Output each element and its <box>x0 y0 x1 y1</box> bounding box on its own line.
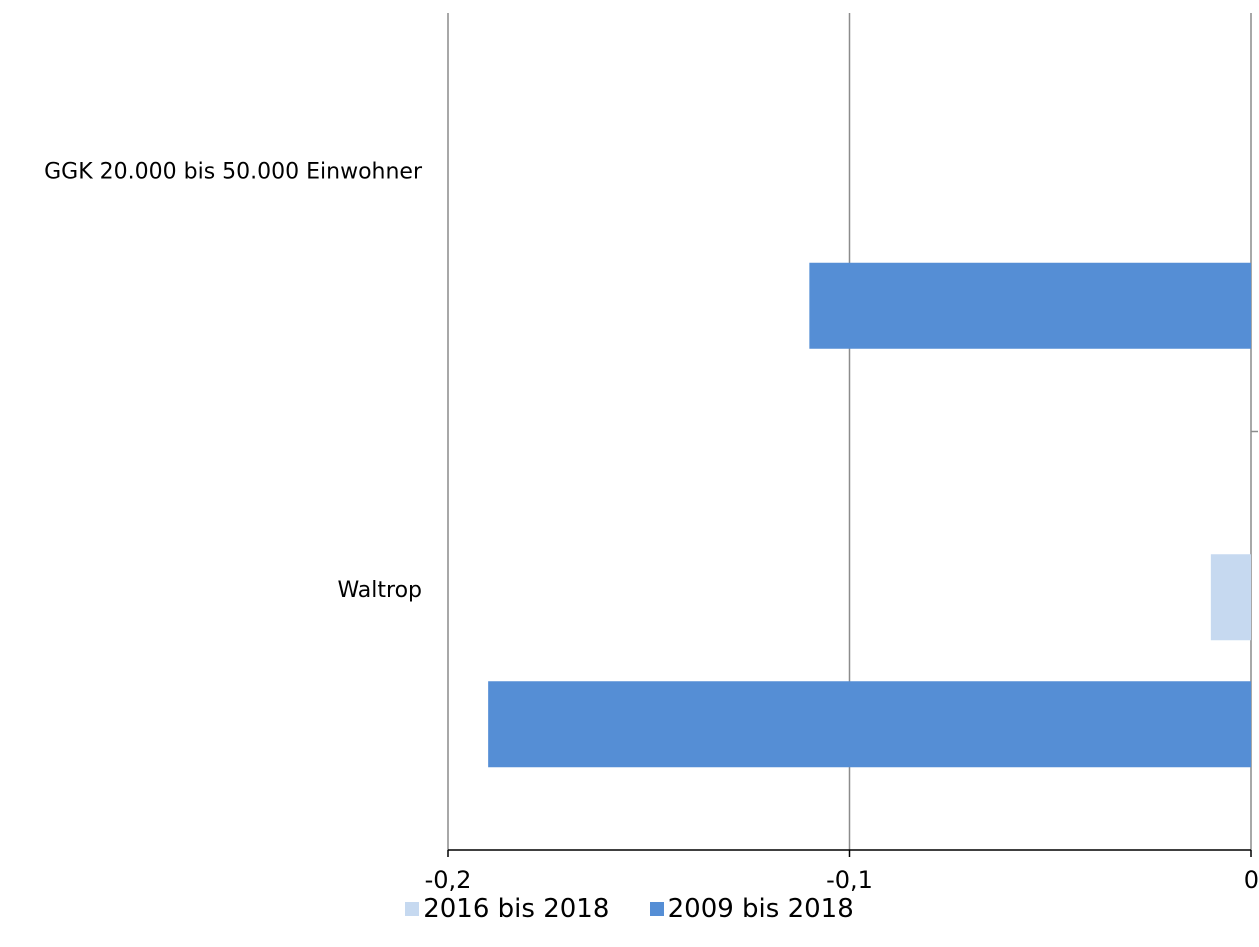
x-tick-label: 0 <box>1244 866 1259 894</box>
legend-label: 2016 bis 2018 <box>423 894 610 924</box>
category-label: GGK 20.000 bis 50.000 Einwohner <box>44 159 423 184</box>
legend-item-0: 2016 bis 2018 <box>405 894 609 924</box>
bar-series-2009-2018 <box>809 262 1251 349</box>
bar-series-2016-2018 <box>1210 554 1251 641</box>
legend-swatch-icon <box>405 902 420 916</box>
bar-series-2009-2018 <box>488 681 1251 768</box>
legend: 2016 bis 2018 2009 bis 2018 <box>0 893 1259 924</box>
x-tick-label: -0,2 <box>425 866 472 894</box>
category-label: Waltrop <box>337 578 422 603</box>
legend-swatch-icon <box>649 902 664 916</box>
x-tick-label: -0,1 <box>826 866 873 894</box>
bars <box>488 262 1251 768</box>
legend-label: 2009 bis 2018 <box>667 894 854 924</box>
labels: -0,2 -0,1 0 GGK 20.000 bis 50.000 Einwohner… <box>44 159 1259 894</box>
legend-item-1: 2009 bis 2018 <box>649 894 854 924</box>
axes <box>447 430 1258 857</box>
